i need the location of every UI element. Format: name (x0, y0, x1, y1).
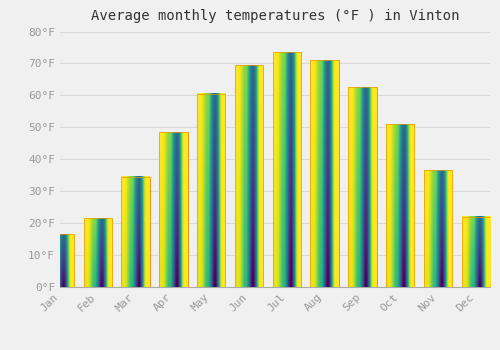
Bar (122, 177, 150, 287)
Bar (159, 132, 188, 287)
Bar (462, 217, 490, 287)
Bar (310, 60, 339, 287)
Bar (235, 65, 263, 287)
Bar (272, 52, 301, 287)
Bar (46, 234, 74, 287)
Bar (348, 88, 376, 287)
Title: Average monthly temperatures (°F ) in Vinton: Average monthly temperatures (°F ) in Vi… (91, 9, 459, 23)
Bar (424, 170, 452, 287)
Bar (272, 52, 301, 287)
Bar (462, 217, 490, 287)
Bar (386, 124, 414, 287)
Bar (235, 65, 263, 287)
Bar (424, 170, 452, 287)
Bar (84, 218, 112, 287)
Bar (197, 94, 226, 287)
Bar (310, 60, 339, 287)
Bar (122, 177, 150, 287)
Bar (386, 124, 414, 287)
Bar (46, 234, 74, 287)
Bar (197, 94, 226, 287)
Bar (159, 132, 188, 287)
Bar (348, 88, 376, 287)
Bar (84, 218, 112, 287)
